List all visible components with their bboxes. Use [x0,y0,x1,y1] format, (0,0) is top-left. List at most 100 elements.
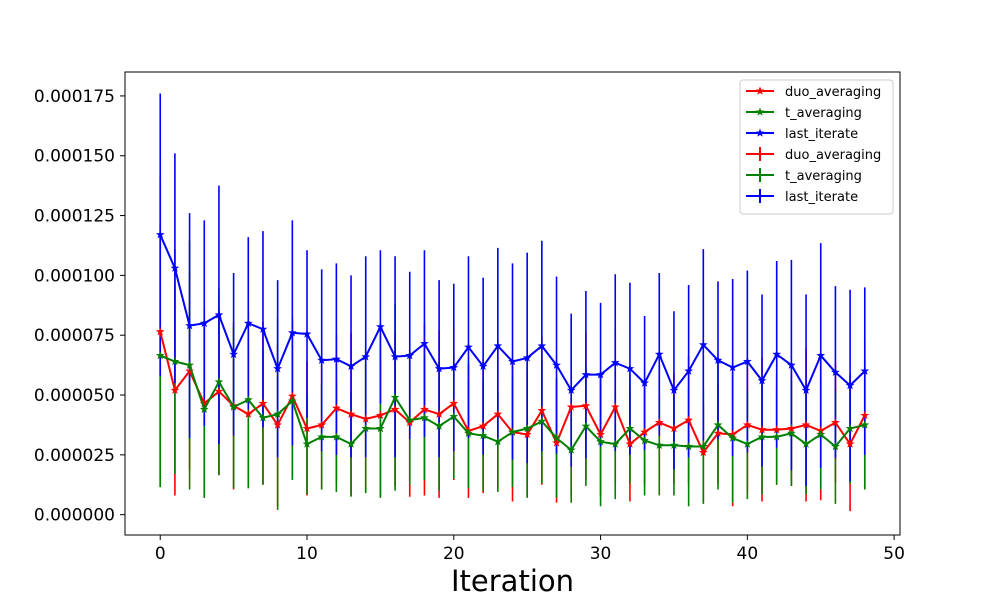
point-last_iterate-13 [346,361,356,371]
point-duo_averaging-43 [787,423,796,433]
point-duo_averaging-48 [860,410,870,420]
point-duo_averaging-20 [449,398,459,408]
point-t_averaging-17 [405,415,415,424]
x-tick-label-4: 40 [737,544,759,564]
point-last_iterate-25 [522,353,532,362]
point-duo_averaging-38 [713,428,723,438]
point-t_averaging-11 [317,432,327,441]
x-tick-label-5: 50 [883,544,905,564]
point-duo_averaging-13 [346,409,356,418]
legend-label-0: duo_averaging [785,85,881,100]
legend-item-3: duo_averaging [746,147,881,163]
point-duo_averaging-26 [537,405,547,415]
point-last_iterate-23 [493,341,503,350]
point-last_iterate-29 [581,370,591,379]
point-last_iterate-36 [684,366,694,375]
point-t_averaging-19 [434,421,444,430]
point-last_iterate-44 [801,385,811,394]
point-last_iterate-16 [390,352,400,361]
point-last_iterate-37 [698,340,708,349]
point-duo_averaging-30 [596,429,605,439]
point-last_iterate-10 [302,329,312,338]
point-last_iterate-32 [625,364,635,373]
point-duo_averaging-1 [170,385,180,394]
point-duo_averaging-40 [742,420,752,429]
point-t_averaging-27 [552,433,561,442]
point-duo_averaging-29 [581,401,591,410]
point-last_iterate-3 [199,318,209,327]
point-t_averaging-29 [581,421,591,430]
point-last_iterate-2 [185,321,194,330]
point-t_averaging-9 [287,396,297,405]
point-last_iterate-38 [713,355,723,365]
legend-item-0: duo_averaging [746,85,881,100]
point-t_averaging-7 [258,413,268,422]
point-last_iterate-30 [596,370,605,379]
x-tick-label-3: 30 [590,544,612,564]
point-t_averaging-13 [346,439,356,448]
point-t_averaging-18 [420,413,429,422]
point-duo_averaging-19 [434,409,444,418]
y-tick-label-6: 0.000150 [34,147,115,167]
point-last_iterate-27 [552,360,561,369]
point-t_averaging-22 [478,431,488,440]
legend-swatch-marker-1 [755,107,765,116]
x-tick-label-1: 10 [296,544,318,564]
point-duo_averaging-7 [258,398,268,408]
legend-box [739,79,894,215]
point-t_averaging-31 [610,439,620,448]
point-duo_averaging-37 [698,447,708,457]
legend-label-2: last_iterate [785,127,858,142]
legend: duo_averaging t_averaging last_iterate duo_… [739,79,894,215]
point-duo_averaging-27 [552,438,561,447]
point-t_averaging-14 [361,423,371,433]
point-t_averaging-8 [273,409,283,418]
legend-label-5: last_iterate [785,190,858,205]
point-duo_averaging-14 [361,414,371,423]
point-duo_averaging-16 [390,404,400,414]
point-t_averaging-33 [640,435,649,445]
point-duo_averaging-18 [420,404,429,414]
point-t_averaging-1 [170,356,180,366]
point-last_iterate-42 [772,349,782,359]
point-t_averaging-46 [831,441,840,451]
point-t_averaging-24 [508,427,517,436]
point-t_averaging-28 [566,445,576,454]
point-t_averaging-37 [698,441,708,451]
point-last_iterate-40 [742,356,752,366]
legend-item-4: t_averaging [746,168,862,184]
point-duo_averaging-47 [845,439,855,448]
point-duo_averaging-4 [214,386,224,396]
point-last_iterate-24 [508,356,517,366]
point-duo_averaging-6 [243,409,253,418]
point-t_averaging-44 [801,439,811,448]
point-t_averaging-2 [185,360,194,369]
point-t_averaging-15 [376,423,385,433]
point-last_iterate-19 [434,364,444,373]
series-t_averaging [155,350,870,454]
point-t_averaging-40 [742,439,752,448]
plot-frame [124,71,901,536]
point-duo_averaging-3 [199,398,209,408]
legend-swatch-marker-0 [755,86,765,95]
legend-label-4: t_averaging [785,169,862,184]
point-last_iterate-20 [449,362,459,372]
x-axis-label: Iteration [451,564,574,598]
point-t_averaging-43 [787,428,796,438]
legend-item-5: last_iterate [746,189,858,205]
point-last_iterate-0 [155,230,165,239]
point-duo_averaging-44 [801,420,811,429]
point-t_averaging-41 [757,432,767,441]
point-last_iterate-14 [361,352,371,361]
point-t_averaging-16 [390,392,400,402]
point-duo_averaging-9 [287,391,297,400]
point-last_iterate-48 [860,366,870,375]
point-last_iterate-26 [537,341,547,350]
point-t_averaging-3 [199,404,209,414]
point-last_iterate-43 [787,360,796,369]
point-t_averaging-39 [728,433,738,442]
point-duo_averaging-32 [625,439,635,448]
point-duo_averaging-28 [566,402,576,411]
point-last_iterate-22 [478,361,488,371]
point-t_averaging-36 [684,441,694,451]
